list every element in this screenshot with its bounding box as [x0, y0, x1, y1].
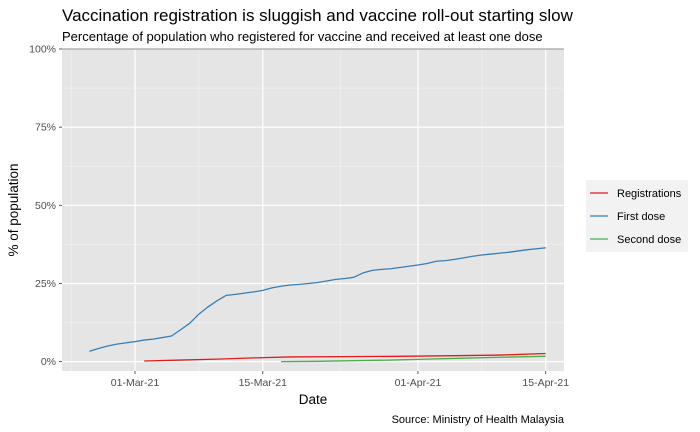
series-line-second-dose	[281, 355, 546, 363]
y-tick-label: 25%	[35, 278, 56, 290]
chart-title: Vaccination registration is sluggish and…	[62, 6, 574, 25]
series-line-first-dose	[89, 247, 546, 352]
legend-label-second-dose: Second dose	[617, 234, 681, 246]
series-line-registrations	[144, 352, 546, 362]
chart-subtitle: Percentage of population who registered …	[62, 29, 543, 44]
x-tick-label: 15-Apr-21	[522, 377, 569, 389]
y-axis-title: % of population	[6, 163, 21, 256]
x-axis-ticks: 01-Mar-21 15-Mar-21 01-Apr-21 15-Apr-21	[111, 371, 569, 389]
y-tick-label: 100%	[29, 44, 56, 56]
x-tick-label: 01-Mar-21	[111, 377, 160, 389]
x-tick-label: 15-Mar-21	[239, 377, 288, 389]
legend-label-first-dose: First dose	[617, 211, 665, 223]
plot-panel	[62, 49, 564, 371]
y-tick-label: 75%	[35, 122, 56, 134]
legend: Registrations First dose Second dose	[586, 180, 688, 252]
series-lines	[89, 247, 546, 363]
x-axis-title: Date	[299, 392, 328, 407]
legend-label-registrations: Registrations	[617, 188, 682, 200]
y-axis-ticks: 0% 25% 50% 75% 100%	[29, 44, 62, 368]
x-tick-label: 01-Apr-21	[395, 377, 442, 389]
y-tick-label: 50%	[35, 200, 56, 212]
source-caption: Source: Ministry of Health Malaysia	[392, 414, 565, 426]
y-tick-label: 0%	[41, 356, 56, 368]
